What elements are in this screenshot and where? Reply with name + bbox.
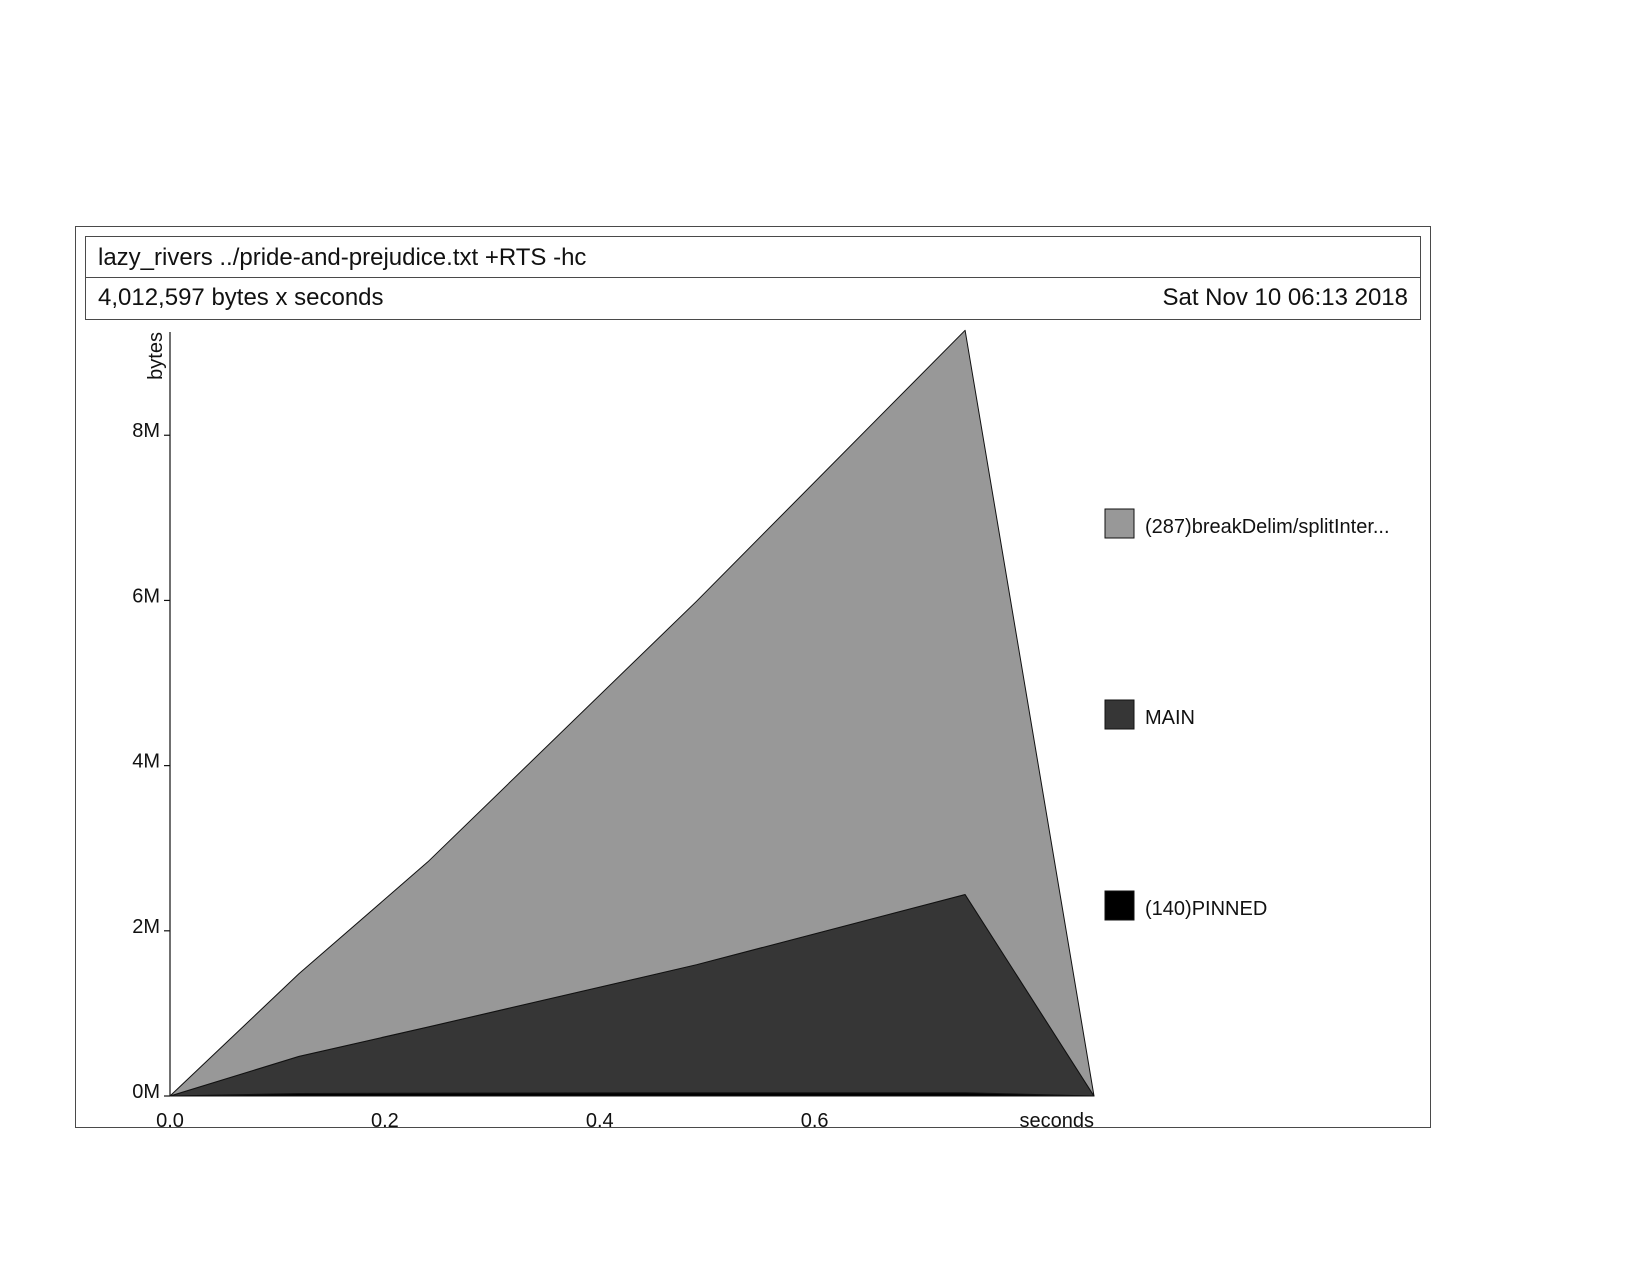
legend-swatch-140-pinned: [1104, 890, 1135, 921]
chart-date: Sat Nov 10 06:13 2018: [1162, 284, 1408, 311]
header-divider: [86, 277, 1420, 278]
legend: (287)breakDelim/splitInter... MAIN (140)PI…: [1104, 508, 1390, 921]
legend-label-140-pinned: (140)PINNED: [1145, 898, 1267, 920]
x-tick-label: 0.6: [801, 1110, 829, 1132]
axes: 0M 2M 4M 6M 8M 0.0 0.2 0.4 0.6 seconds bytes: [132, 332, 1094, 1132]
y-tick-label: 8M: [132, 420, 160, 442]
chart-header: lazy_rivers ../pride-and-prejudice.txt +…: [85, 236, 1421, 320]
chart-frame: [75, 226, 1431, 1128]
legend-label-main: MAIN: [1145, 707, 1195, 729]
x-tick-label: 0.4: [586, 1110, 614, 1132]
y-tick-label: 4M: [132, 751, 160, 773]
legend-swatch-main: [1104, 699, 1135, 730]
x-tick-label: 0.0: [156, 1110, 184, 1132]
x-axis-label: seconds: [1020, 1110, 1095, 1132]
area-287-breakdelim-splitinter: [169, 329, 1095, 1097]
y-axis-label: bytes: [145, 332, 167, 380]
legend-label-287-breakdelim-splitinter: (287)breakDelim/splitInter...: [1145, 516, 1390, 538]
area-layers: [169, 329, 1095, 1097]
y-tick-label: 0M: [132, 1081, 160, 1103]
x-tick-label: 0.2: [371, 1110, 399, 1132]
chart-subtitle: 4,012,597 bytes x seconds: [98, 284, 384, 311]
y-tick-label: 2M: [132, 916, 160, 938]
y-tick-label: 6M: [132, 585, 160, 607]
chart-title: lazy_rivers ../pride-and-prejudice.txt +…: [98, 244, 587, 271]
legend-swatch-287-breakdelim-splitinter: [1104, 508, 1135, 539]
